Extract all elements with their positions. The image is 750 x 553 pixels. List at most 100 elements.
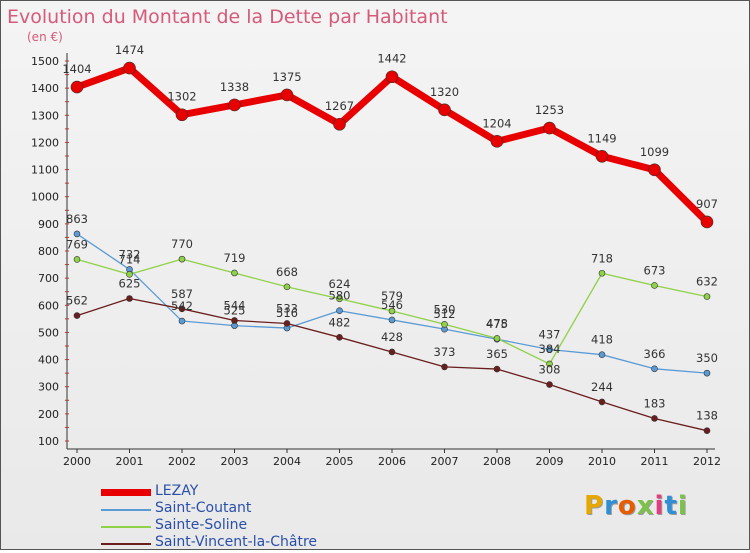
data-point: [73, 256, 81, 263]
data-point: [283, 283, 291, 291]
data-label: 366: [644, 347, 666, 361]
data-point: [336, 307, 343, 315]
data-label: 1375: [272, 70, 301, 84]
data-label: 138: [696, 409, 718, 423]
data-labels: 1404 1474 1302 1338 1375 1267 1442 1320 1204 1253…: [62, 43, 718, 423]
data-point: [598, 351, 606, 358]
logo-letter: o: [617, 491, 637, 521]
data-point: [648, 163, 661, 177]
data-label: 478: [486, 316, 508, 330]
data-label: 365: [486, 347, 508, 361]
data-point: [493, 335, 501, 342]
data-label: 1474: [115, 43, 144, 57]
data-point: [651, 365, 658, 373]
data-label: 530: [434, 302, 456, 316]
data-point: [546, 346, 553, 353]
line-chart: 1002003004005006007008009001000110012001…: [31, 43, 721, 468]
data-point: [388, 316, 396, 324]
legend-swatch: [101, 543, 151, 545]
data-point: [441, 363, 448, 371]
x-tick-label: 2009: [536, 455, 564, 468]
data-label: 1302: [167, 90, 196, 104]
data-label: 580: [329, 289, 351, 303]
chart-title: Evolution du Montant de la Dette par Hab…: [7, 6, 448, 28]
x-tick-label: 2004: [273, 455, 301, 468]
data-label: 1099: [640, 145, 669, 159]
data-point: [280, 88, 294, 102]
data-point: [73, 230, 81, 238]
logo-letter: i: [677, 491, 688, 521]
legend-label: LEZAY: [155, 483, 199, 499]
y-tick-label: 600: [38, 299, 59, 312]
data-point: [333, 117, 346, 131]
data-label: 482: [329, 315, 351, 329]
data-label: 373: [434, 345, 456, 359]
data-label: 673: [644, 263, 666, 277]
legend-label: Saint-Coutant: [155, 500, 252, 516]
data-point: [598, 269, 606, 277]
data-label: 533: [276, 301, 298, 315]
data-label: 668: [276, 265, 298, 279]
y-tick-label: 700: [38, 272, 59, 285]
y-tick-label: 400: [38, 354, 59, 367]
data-label: 732: [119, 247, 141, 261]
y-tick-label: 1000: [31, 191, 59, 204]
data-label: 719: [224, 251, 246, 265]
data-point: [651, 282, 658, 289]
data-point: [490, 135, 504, 148]
logo-letter: i: [654, 491, 665, 521]
data-label: 516: [276, 306, 298, 320]
data-label: 437: [539, 328, 561, 342]
data-label: 1253: [535, 103, 564, 117]
data-label: 1149: [587, 131, 616, 145]
x-tick-label: 2010: [588, 455, 616, 468]
data-label: 769: [66, 237, 88, 251]
data-label: 770: [171, 237, 193, 251]
data-label: 587: [171, 287, 193, 301]
data-point: [228, 98, 241, 112]
data-label: 579: [381, 289, 403, 303]
data-point: [385, 70, 399, 84]
x-tick-label: 2001: [116, 455, 144, 468]
data-label: 863: [66, 212, 88, 226]
data-label: 718: [591, 251, 613, 265]
data-label: 546: [381, 298, 403, 312]
data-label: 244: [591, 380, 613, 394]
y-tick-label: 1500: [31, 55, 59, 68]
legend-swatch: [101, 509, 151, 511]
logo-letter: x: [636, 491, 655, 521]
data-point: [598, 398, 606, 406]
data-label: 562: [66, 294, 88, 308]
y-tick-label: 300: [38, 381, 59, 394]
data-label: 1204: [482, 116, 511, 130]
data-point: [283, 320, 291, 327]
x-tick-label: 2007: [431, 455, 459, 468]
data-label: 714: [119, 252, 141, 266]
data-point: [438, 103, 451, 117]
data-label: 544: [224, 298, 246, 312]
x-tick-label: 2002: [168, 455, 196, 468]
y-tick-label: 900: [38, 218, 59, 231]
legend-label: Sainte-Soline: [155, 517, 248, 533]
logo-letter: r: [604, 491, 618, 521]
data-label: 428: [381, 330, 403, 344]
y-tick-label: 200: [38, 408, 59, 421]
data-point: [546, 360, 553, 368]
unit-label: (en €): [27, 30, 63, 44]
data-label: 384: [539, 342, 561, 356]
data-point: [123, 61, 136, 75]
data-label: 1404: [62, 62, 91, 76]
legend-swatch: [101, 489, 151, 496]
data-point: [388, 348, 396, 356]
data-label: 350: [696, 351, 718, 365]
data-point: [126, 295, 133, 302]
logo-letter: t: [664, 491, 678, 521]
data-point: [126, 271, 133, 278]
data-point: [703, 369, 711, 377]
data-point: [703, 293, 711, 300]
data-point: [700, 215, 714, 229]
x-tick-label: 2012: [693, 455, 721, 468]
data-label: 183: [644, 396, 666, 410]
data-label: 632: [696, 275, 718, 289]
